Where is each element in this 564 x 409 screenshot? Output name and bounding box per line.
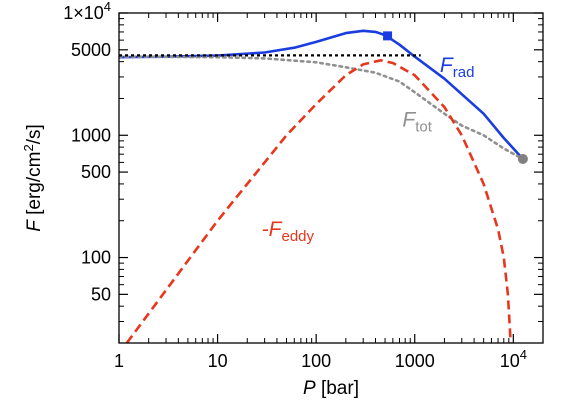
series-line-f-eddy	[125, 59, 512, 343]
x-axis-label-unit: [bar]	[316, 378, 359, 399]
marker-layer	[383, 31, 528, 164]
x-axis-label: P [bar]	[303, 378, 359, 399]
y-tick-label: 500	[81, 162, 111, 182]
series-label-symbol: -F	[262, 218, 283, 241]
y-tick-label-exponent: 4	[104, 0, 111, 14]
series-line-f-rad	[119, 29, 524, 160]
y-axis-label-exponent: 2	[21, 144, 36, 151]
x-tick-label: 1000	[395, 351, 435, 371]
x-tick-label: 104	[500, 347, 527, 371]
y-tick-label: 100	[81, 248, 111, 268]
series-label-subscript: rad	[453, 64, 475, 81]
series-label-symbol: F	[402, 108, 416, 131]
y-axis-label-symbol: F	[24, 219, 45, 232]
x-tick-label-exponent: 4	[520, 347, 527, 362]
y-tick-label: 1×104	[63, 0, 111, 23]
y-tick-label: 1000	[71, 125, 111, 145]
y-tick-label: 5000	[71, 40, 111, 60]
y-axis-label-unit: [erg/cm	[24, 152, 45, 221]
x-tick-label: 10	[208, 351, 228, 371]
square-marker	[383, 31, 393, 41]
x-tick-label: 1	[114, 351, 124, 371]
circle-marker	[517, 153, 528, 164]
y-axis-label: F [erg/cm2/s]	[21, 124, 45, 232]
series-label-f-tot: Ftot	[402, 108, 432, 135]
series-label-subscript: eddy	[281, 228, 314, 245]
y-tick-label: 50	[91, 284, 111, 304]
x-tick-label: 100	[301, 351, 331, 371]
series-label-subscript: tot	[415, 118, 433, 135]
y-axis-label-unit-end: /s]	[24, 124, 45, 144]
tick-layer: 1 10 100 1000 104 50 100 500 1000 5000 1×104	[63, 0, 543, 371]
series-label-symbol: F	[440, 54, 454, 77]
series-label-f-eddy: -Feddy	[262, 218, 315, 245]
x-axis-label-symbol: P	[303, 378, 316, 399]
plot-frame	[118, 12, 544, 344]
series-label-f-rad: Frad	[440, 54, 475, 81]
series-line-f-tot	[119, 55, 525, 161]
series-layer	[119, 29, 525, 343]
